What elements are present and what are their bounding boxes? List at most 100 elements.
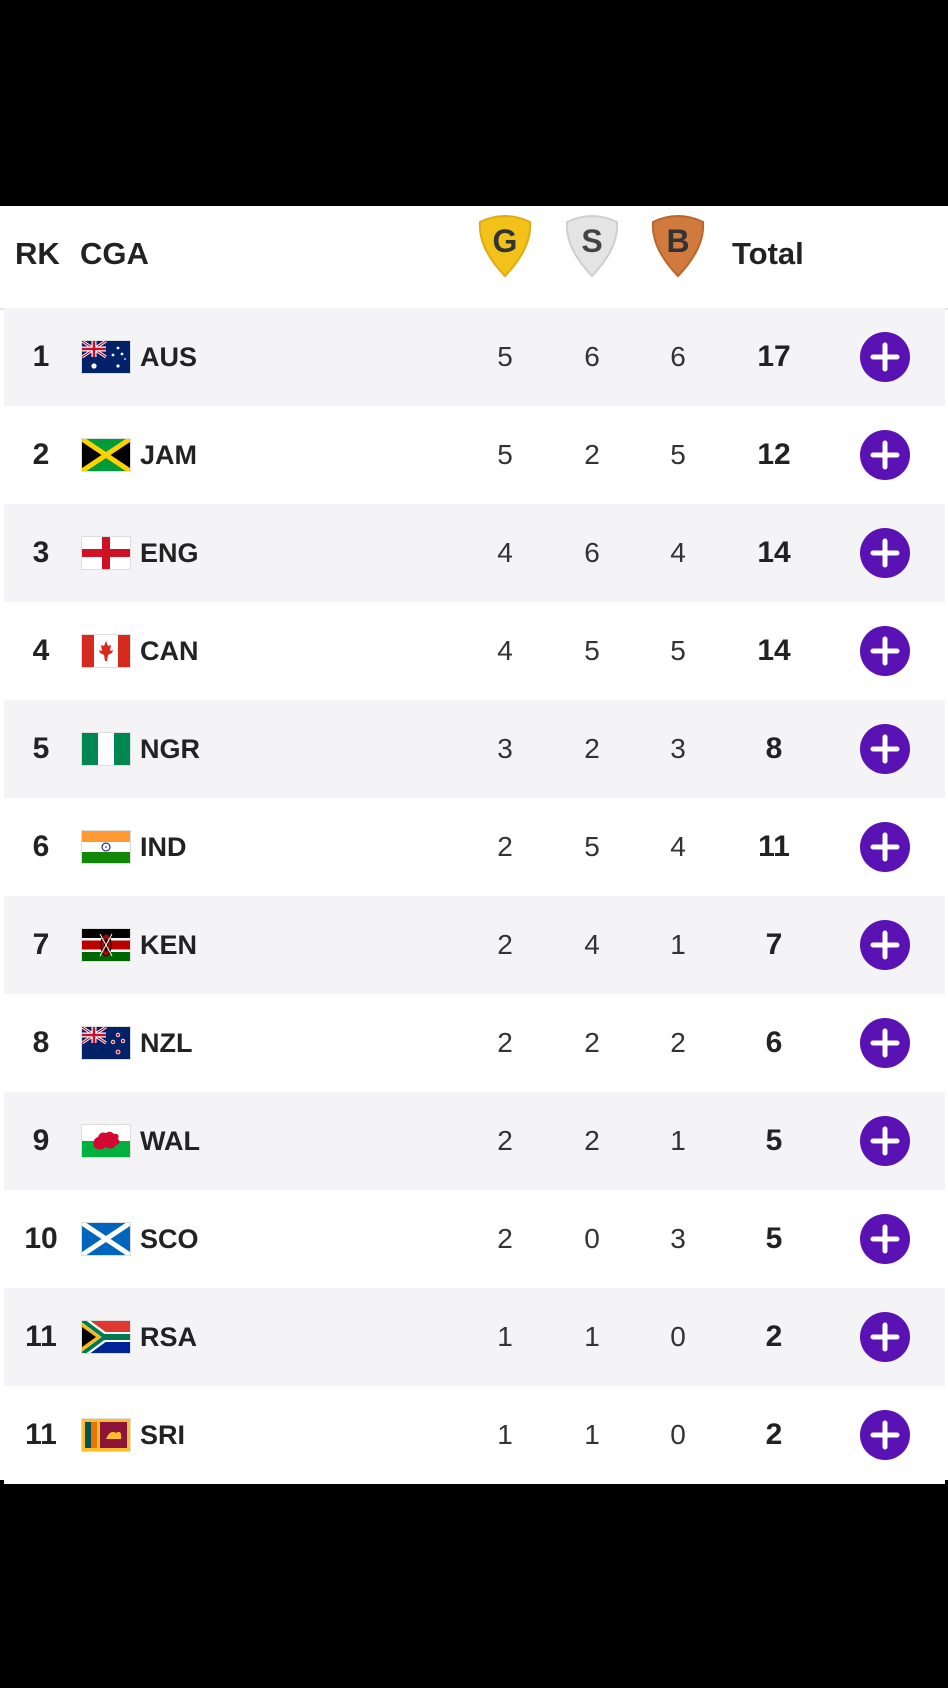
bronze-medal-icon: B	[647, 212, 709, 280]
medal-rows: 1 AUS 5 6 6 17 2 JAM 5 2 5 12 3 ENG 4 6 4 14 4 CAN 4 5 5 14 5 NGR…	[4, 308, 945, 1484]
bronze-count: 3	[670, 733, 686, 764]
table-row: 11 RSA 1 1 0 2	[4, 1288, 945, 1386]
plus-icon	[860, 528, 910, 578]
rank-cell: 7	[32, 928, 50, 961]
silver-count: 2	[584, 439, 600, 470]
rank-cell: 3	[32, 536, 50, 569]
bronze-count: 1	[670, 929, 686, 960]
rank-cell: 5	[32, 732, 50, 765]
silver-count: 5	[584, 635, 600, 666]
scotland-flag-icon	[82, 1223, 130, 1255]
plus-icon	[860, 1116, 910, 1166]
plus-icon	[860, 1410, 910, 1460]
gold-count: 2	[497, 1125, 513, 1156]
bronze-count: 4	[670, 537, 686, 568]
country-code: NGR	[140, 734, 200, 764]
expand-row-button[interactable]	[860, 528, 910, 578]
country-code: NZL	[140, 1028, 193, 1058]
country-code: AUS	[140, 342, 198, 372]
bronze-count: 3	[670, 1223, 686, 1254]
gold-column-header: G	[493, 223, 518, 259]
expand-row-button[interactable]	[860, 626, 910, 676]
gold-count: 5	[497, 439, 513, 470]
bronze-count: 6	[670, 341, 686, 372]
plus-icon	[860, 1312, 910, 1362]
silver-count: 2	[584, 1027, 600, 1058]
plus-icon	[860, 920, 910, 970]
total-count: 14	[757, 634, 791, 667]
total-count: 14	[757, 536, 791, 569]
expand-row-button[interactable]	[860, 430, 910, 480]
rank-cell: 10	[24, 1222, 58, 1255]
expand-row-button[interactable]	[860, 1116, 910, 1166]
table-row: 6 IND 2 5 4 11	[4, 798, 945, 896]
total-count: 17	[757, 340, 791, 373]
plus-icon	[860, 332, 910, 382]
bronze-count: 0	[670, 1321, 686, 1352]
table-row: 2 JAM 5 2 5 12	[4, 406, 945, 504]
australia-flag-icon	[82, 341, 130, 373]
expand-row-button[interactable]	[860, 1410, 910, 1460]
jamaica-flag-icon	[82, 439, 130, 471]
silver-count: 5	[584, 831, 600, 862]
table-row: 10 SCO 2 0 3 5	[4, 1190, 945, 1288]
silver-count: 2	[584, 733, 600, 764]
expand-row-button[interactable]	[860, 1312, 910, 1362]
gold-count: 4	[497, 635, 513, 666]
plus-icon	[860, 1214, 910, 1264]
kenya-flag-icon	[82, 929, 130, 961]
table-row: 1 AUS 5 6 6 17	[4, 308, 945, 406]
gold-count: 1	[497, 1321, 513, 1352]
bronze-count: 1	[670, 1125, 686, 1156]
total-count: 5	[765, 1222, 783, 1255]
india-flag-icon	[82, 831, 130, 863]
total-column-header: Total	[732, 236, 804, 271]
new-zealand-flag-icon	[82, 1027, 130, 1059]
bronze-count: 2	[670, 1027, 686, 1058]
south-africa-flag-icon	[82, 1321, 130, 1353]
cga-column-header: CGA	[80, 236, 149, 271]
silver-count: 6	[584, 341, 600, 372]
country-code: ENG	[140, 538, 199, 568]
country-code: JAM	[140, 440, 198, 470]
total-count: 2	[765, 1320, 783, 1353]
plus-icon	[860, 626, 910, 676]
rank-cell: 11	[25, 1320, 57, 1353]
expand-row-button[interactable]	[860, 1214, 910, 1264]
total-count: 6	[765, 1026, 783, 1059]
total-count: 8	[765, 732, 783, 765]
table-row: 8 NZL 2 2 2 6	[4, 994, 945, 1092]
rank-column-header: RK	[15, 236, 60, 271]
total-count: 2	[765, 1418, 783, 1451]
rank-cell: 9	[32, 1124, 50, 1157]
gold-count: 2	[497, 929, 513, 960]
silver-count: 2	[584, 1125, 600, 1156]
expand-row-button[interactable]	[860, 1018, 910, 1068]
plus-icon	[860, 724, 910, 774]
sri-lanka-flag-icon	[82, 1419, 130, 1451]
table-row: 5 NGR 3 2 3 8	[4, 700, 945, 798]
plus-icon	[860, 1018, 910, 1068]
rank-cell: 2	[32, 438, 50, 471]
gold-count: 5	[497, 341, 513, 372]
gold-count: 3	[497, 733, 513, 764]
gold-count: 2	[497, 1223, 513, 1254]
total-count: 5	[765, 1124, 783, 1157]
bronze-count: 4	[670, 831, 686, 862]
silver-count: 4	[584, 929, 600, 960]
expand-row-button[interactable]	[860, 332, 910, 382]
rank-cell: 6	[32, 830, 50, 863]
table-row: 9 WAL 2 2 1 5	[4, 1092, 945, 1190]
gold-medal-icon: G	[474, 212, 536, 280]
bronze-count: 5	[670, 635, 686, 666]
table-row: 3 ENG 4 6 4 14	[4, 504, 945, 602]
country-code: SRI	[140, 1420, 186, 1450]
rank-cell: 4	[32, 634, 50, 667]
expand-row-button[interactable]	[860, 920, 910, 970]
country-code: KEN	[140, 930, 198, 960]
rank-cell: 11	[25, 1418, 57, 1451]
bronze-column-header: B	[666, 223, 689, 259]
expand-row-button[interactable]	[860, 724, 910, 774]
country-code: WAL	[140, 1126, 200, 1156]
expand-row-button[interactable]	[860, 822, 910, 872]
